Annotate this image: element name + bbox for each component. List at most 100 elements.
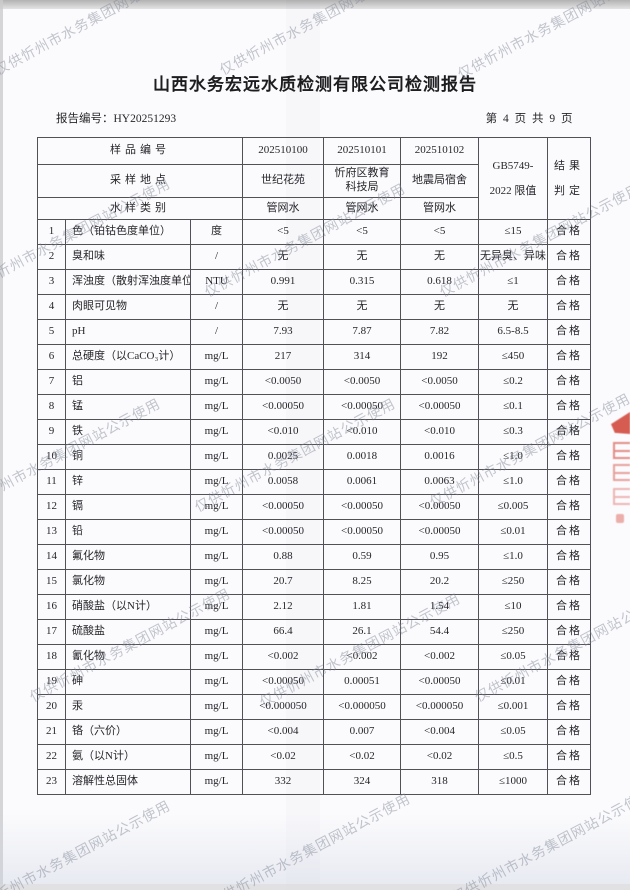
cell-v2: 0.315 — [323, 269, 402, 295]
location-2: 忻府区教育科技局 — [323, 164, 402, 198]
table-row: 13 铅 mg/L <0.00050 <0.00050 <0.00050 ≤0.01 合格 — [37, 519, 592, 545]
cell-limit: ≤15 — [478, 219, 549, 245]
cell-v1: <0.0050 — [242, 369, 325, 395]
header-row-location: 采样地点 世纪花苑 忻府区教育科技局 地震局宿舍 — [36, 164, 591, 198]
cell-limit: ≤0.05 — [478, 644, 549, 670]
cell-v1: 无 — [242, 294, 325, 320]
meta-row: 报告编号：HY20251293 第 4 页 共 9 页 — [56, 110, 574, 126]
cell-v2: 26.1 — [323, 619, 402, 645]
scan-edge-top — [0, 0, 630, 9]
cell-v3: <0.010 — [400, 419, 480, 445]
cell-limit: 无 — [478, 294, 549, 320]
water-type-label: 水样类别 — [36, 197, 244, 220]
cell-unit: mg/L — [189, 419, 244, 445]
cell-v2: 无 — [323, 294, 402, 320]
cell-limit: ≤0.01 — [478, 669, 549, 695]
cell-v3: 无 — [400, 294, 480, 320]
cell-limit: ≤0.1 — [478, 394, 549, 420]
report-number-label: 报告编号： — [56, 113, 114, 125]
cell-limit: ≤1.0 — [478, 469, 549, 495]
cell-no: 1 — [37, 219, 66, 245]
cell-unit: mg/L — [189, 494, 244, 520]
table-row: 23 溶解性总固体 mg/L 332 324 318 ≤1000 合格 — [37, 769, 592, 795]
cell-v2: <0.00050 — [323, 494, 402, 520]
cell-no: 2 — [37, 244, 66, 270]
cell-no: 14 — [37, 544, 66, 570]
cell-verdict: 合格 — [547, 669, 592, 695]
cell-v3: 54.4 — [400, 619, 480, 645]
cell-v3: <0.00050 — [400, 519, 480, 545]
cell-no: 22 — [37, 744, 66, 770]
cell-verdict: 合格 — [547, 694, 592, 720]
cell-name: 氨（以N计） — [65, 744, 191, 770]
cell-verdict: 合格 — [547, 219, 592, 245]
cell-v3: <0.00050 — [400, 669, 480, 695]
cell-verdict: 合格 — [547, 319, 592, 345]
cell-no: 5 — [37, 319, 66, 345]
cell-v2: 0.007 — [323, 719, 402, 745]
cell-name: 铅 — [65, 519, 191, 545]
table-row: 9 铁 mg/L <0.010 <0.010 <0.010 ≤0.3 合格 — [37, 419, 592, 445]
cell-verdict: 合格 — [547, 344, 592, 370]
cell-v2: 无 — [323, 244, 402, 270]
cell-v1: 0.88 — [242, 544, 325, 570]
verdict-header-line2: 判定 — [554, 184, 585, 197]
location-label: 采样地点 — [36, 164, 244, 198]
cell-no: 15 — [37, 569, 66, 595]
cell-verdict: 合格 — [547, 419, 592, 445]
cell-unit: 度 — [189, 219, 244, 245]
cell-v1: <0.000050 — [242, 694, 325, 720]
cell-verdict: 合格 — [547, 769, 592, 795]
cell-unit: mg/L — [189, 344, 244, 370]
cell-unit: mg/L — [189, 369, 244, 395]
cell-unit: / — [189, 319, 244, 345]
cell-no: 4 — [37, 294, 66, 320]
cell-no: 7 — [37, 369, 66, 395]
limit-header-line2: 2022 限值 — [489, 184, 537, 197]
cell-unit: mg/L — [189, 469, 244, 495]
cell-name: 氰化物 — [65, 644, 191, 670]
cell-unit: mg/L — [189, 394, 244, 420]
cell-verdict: 合格 — [547, 394, 592, 420]
cell-v1: 217 — [242, 344, 325, 370]
report-number: 报告编号：HY20251293 — [56, 110, 176, 126]
cell-name: 色（铂钴色度单位） — [65, 219, 191, 245]
table-row: 16 硝酸盐（以N计） mg/L 2.12 1.81 1.54 ≤10 合格 — [37, 594, 592, 620]
sample-no-1: 202510100 — [242, 137, 325, 165]
cell-no: 17 — [37, 619, 66, 645]
cell-unit: mg/L — [189, 669, 244, 695]
cell-limit: ≤0.001 — [478, 694, 549, 720]
location-3: 地震局宿舍 — [400, 164, 480, 198]
limit-header: GB5749- 2022 限值 — [478, 137, 549, 220]
cell-v3: 0.95 — [400, 544, 480, 570]
cell-v2: 1.81 — [323, 594, 402, 620]
cell-no: 8 — [37, 394, 66, 420]
cell-verdict: 合格 — [547, 469, 592, 495]
cell-v1: <0.004 — [242, 719, 325, 745]
cell-verdict: 合格 — [547, 519, 592, 545]
cell-v3: 20.2 — [400, 569, 480, 595]
watermark-text: 仅供忻州市水务集团网站公示使用 — [0, 0, 199, 79]
cell-v3: 318 — [400, 769, 480, 795]
cell-name: 镉 — [65, 494, 191, 520]
location-2-text: 忻府区教育科技局 — [334, 167, 390, 193]
table-row: 1 色（铂钴色度单位）度 <5 <5 <5 ≤15 合格 — [37, 219, 592, 245]
cell-v2: <0.002 — [323, 644, 402, 670]
cell-unit: / — [189, 294, 244, 320]
cell-limit: ≤0.01 — [478, 519, 549, 545]
cell-v3: 192 — [400, 344, 480, 370]
cell-verdict: 合格 — [547, 544, 592, 570]
cell-verdict: 合格 — [547, 619, 592, 645]
cell-v2: 324 — [323, 769, 402, 795]
cell-limit: ≤1000 — [478, 769, 549, 795]
sample-no-label: 样品编号 — [36, 137, 244, 165]
cell-v2: 0.0018 — [323, 444, 402, 470]
cell-unit: mg/L — [189, 444, 244, 470]
cell-v3: <0.00050 — [400, 394, 480, 420]
cell-v1: 无 — [242, 244, 325, 270]
cell-unit: mg/L — [189, 719, 244, 745]
cell-name: 砷 — [65, 669, 191, 695]
cell-no: 13 — [37, 519, 66, 545]
cell-verdict: 合格 — [547, 744, 592, 770]
